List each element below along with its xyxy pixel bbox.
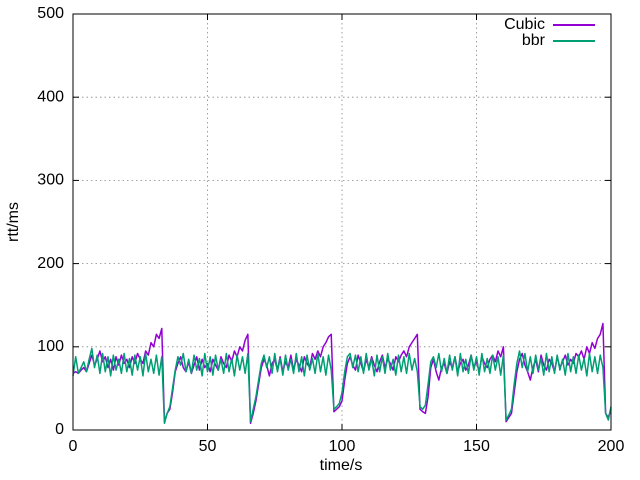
x-tick-label: 200 xyxy=(598,438,625,455)
y-tick-label: 100 xyxy=(37,338,64,355)
legend-label: bbr xyxy=(522,32,546,49)
x-axis-label: time/s xyxy=(320,457,363,474)
y-tick-label: 500 xyxy=(37,5,64,22)
x-tick-label: 50 xyxy=(199,438,217,455)
x-tick-label: 150 xyxy=(463,438,490,455)
legend-label: Cubic xyxy=(504,16,545,33)
x-tick-label: 0 xyxy=(69,438,78,455)
y-axis-label: rtt/ms xyxy=(5,202,22,242)
y-tick-label: 300 xyxy=(37,172,64,189)
y-tick-label: 400 xyxy=(37,88,64,105)
y-tick-label: 0 xyxy=(55,421,64,438)
x-tick-label: 100 xyxy=(329,438,356,455)
data-line xyxy=(72,347,612,425)
y-tick-label: 200 xyxy=(37,255,64,272)
plot-frame xyxy=(72,13,612,431)
data-line xyxy=(72,322,612,425)
